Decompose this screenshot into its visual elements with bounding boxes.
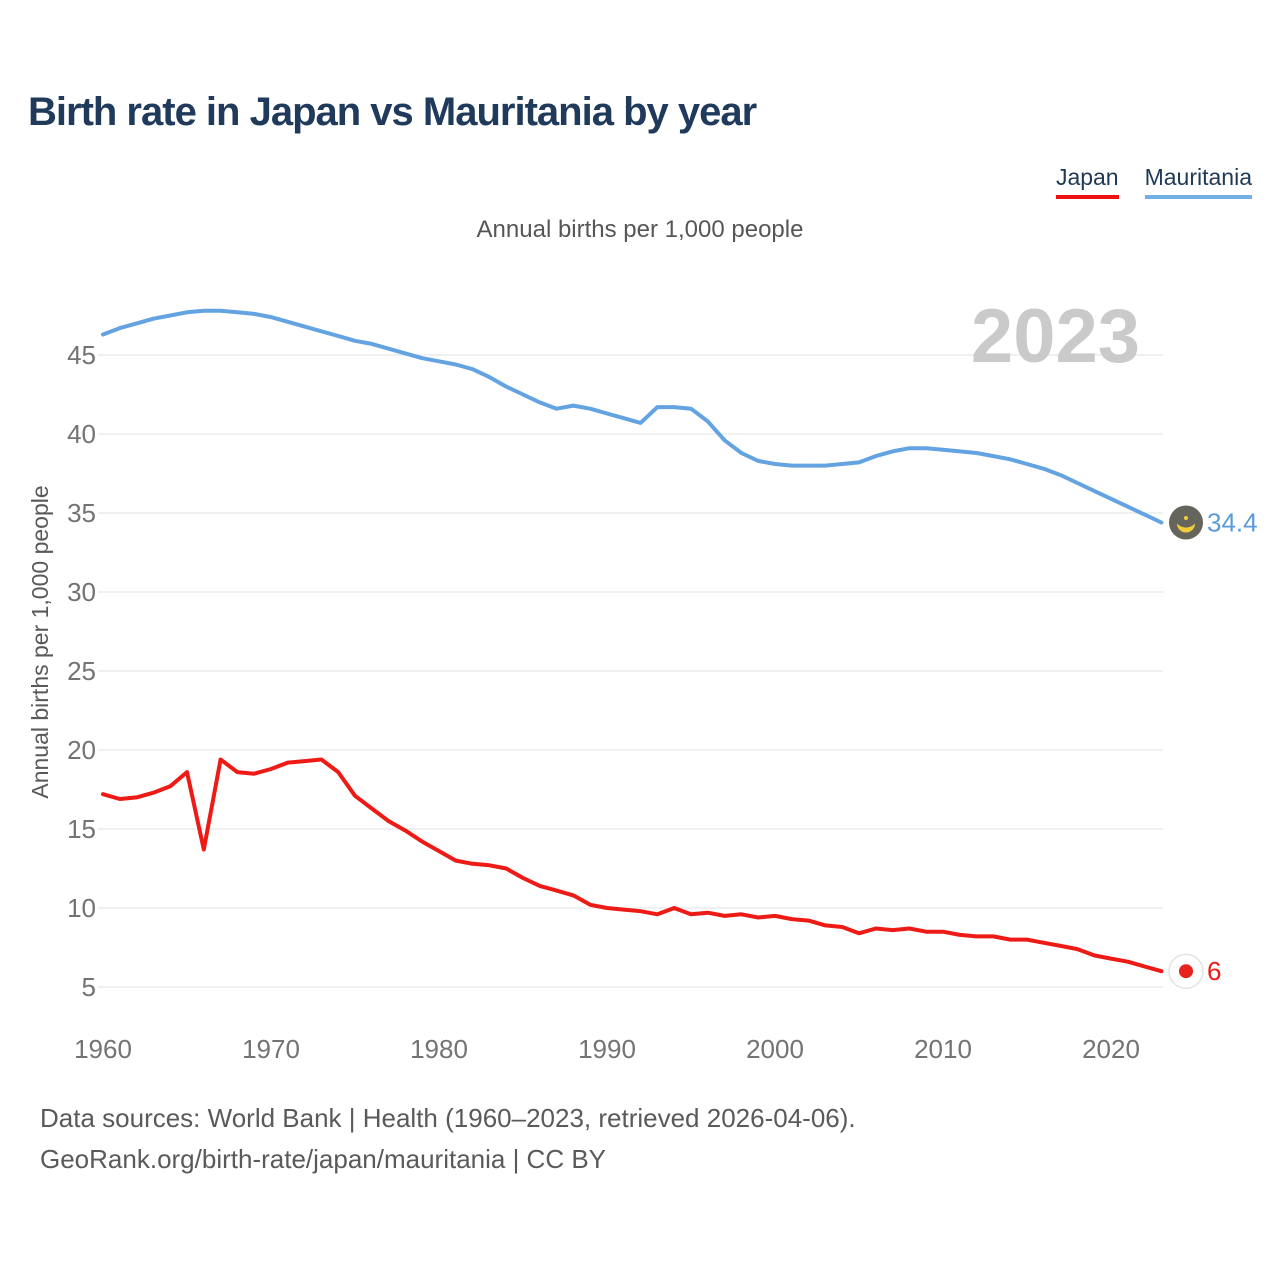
year-watermark: 2023 xyxy=(971,294,1140,379)
y-tick-label: 25 xyxy=(67,656,96,686)
y-tick-label: 40 xyxy=(67,419,96,449)
y-tick-label: 5 xyxy=(82,972,96,1002)
y-tick-label: 35 xyxy=(67,498,96,528)
y-tick-label: 10 xyxy=(67,893,96,923)
japan-end-value: 6 xyxy=(1207,956,1221,986)
x-tick-label: 1960 xyxy=(74,1034,132,1064)
mauritania-end-value: 34.4 xyxy=(1207,508,1258,538)
x-tick-label: 2010 xyxy=(914,1034,972,1064)
chart-subtitle: Annual births per 1,000 people xyxy=(476,216,804,243)
flag-circle xyxy=(1169,505,1203,540)
legend: Japan Mauritania xyxy=(1055,164,1252,199)
y-axis-title: Annual births per 1,000 people xyxy=(27,485,53,798)
x-tick-label: 2020 xyxy=(1082,1034,1140,1064)
x-tick-label: 1990 xyxy=(578,1034,636,1064)
x-tick-label: 1980 xyxy=(410,1034,468,1064)
y-tick-label: 15 xyxy=(67,814,96,844)
legend-item-mauritania[interactable]: Mauritania xyxy=(1144,164,1252,199)
y-tick-label: 20 xyxy=(67,735,96,765)
mauritania-line xyxy=(101,308,1164,525)
x-tick-label: 1970 xyxy=(242,1034,300,1064)
japan-flag-icon xyxy=(1168,953,1204,989)
page-title: Birth rate in Japan vs Mauritania by yea… xyxy=(28,90,757,134)
sun-disc-glyph xyxy=(1179,964,1193,979)
data-sources-line: Data sources: World Bank | Health (1960–… xyxy=(40,1103,856,1133)
japan-line xyxy=(101,757,1164,974)
star-glyph xyxy=(1184,516,1188,520)
footer: Data sources: World Bank | Health (1960–… xyxy=(40,1098,856,1180)
attribution-line: GeoRank.org/birth-rate/japan/mauritania … xyxy=(40,1144,607,1174)
y-tick-label: 30 xyxy=(67,577,96,607)
crescent-glyph xyxy=(1177,523,1195,533)
x-tick-label: 2000 xyxy=(746,1034,804,1064)
legend-item-japan[interactable]: Japan xyxy=(1055,164,1119,199)
y-tick-label: 45 xyxy=(67,340,96,370)
mauritania-flag-icon xyxy=(1169,505,1203,540)
